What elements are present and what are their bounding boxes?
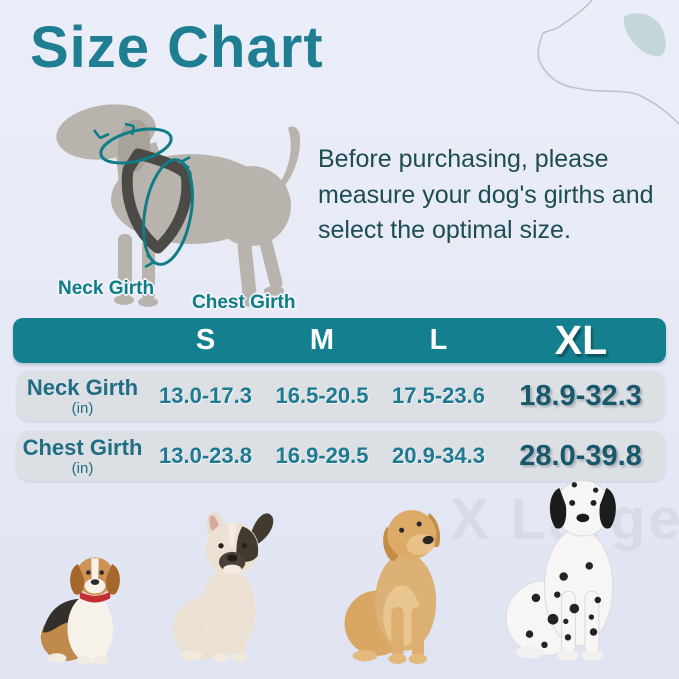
chest-value-s: 13.0-23.8 bbox=[159, 443, 252, 468]
row-unit: (in) bbox=[71, 459, 94, 477]
chest-value-m: 16.9-29.5 bbox=[275, 443, 369, 468]
french-bulldog-photo bbox=[173, 512, 274, 663]
harness-diagram-dog-icon bbox=[56, 104, 301, 307]
dog-head-outline-decoration bbox=[537, 0, 679, 125]
dalmatian-dog-photo bbox=[505, 480, 616, 661]
neck-value-s: 13.0-17.3 bbox=[159, 383, 252, 408]
row-label: Neck Girth bbox=[26, 374, 139, 400]
size-col-xl: XL bbox=[554, 317, 608, 363]
measurement-diagram: Neck Girth Chest Girth bbox=[16, 94, 311, 316]
row-header-neck: Neck Girth (in) bbox=[26, 374, 139, 417]
chest-girth-label: Chest Girth bbox=[192, 292, 296, 313]
golden-retriever-photo bbox=[344, 510, 441, 664]
table-row-chest-girth: Chest Girth (in) 13.0-23.8 16.9-29.5 20.… bbox=[17, 431, 665, 481]
instruction-text: Before purchasing, please measure your d… bbox=[318, 145, 654, 244]
chest-value-xl: 28.0-39.8 bbox=[519, 439, 642, 472]
size-table-header: S M L XL bbox=[13, 318, 666, 363]
chest-girth-arrow bbox=[142, 155, 194, 269]
neck-value-l: 17.5-23.6 bbox=[392, 383, 485, 408]
row-label: Chest Girth bbox=[22, 434, 143, 460]
neck-girth-arrow bbox=[92, 122, 173, 165]
dalmatian-spots bbox=[525, 482, 601, 648]
size-col-l: L bbox=[429, 324, 448, 356]
neck-value-xl: 18.9-32.3 bbox=[519, 379, 642, 412]
beagle-dog-photo bbox=[39, 557, 120, 664]
dog-ear-shape bbox=[623, 13, 666, 57]
page-title: Size Chart bbox=[30, 15, 324, 80]
neck-girth-label: Neck Girth bbox=[58, 278, 155, 299]
size-col-m: M bbox=[309, 324, 335, 356]
harness-shape bbox=[121, 148, 193, 254]
row-unit: (in) bbox=[71, 399, 94, 417]
chest-value-l: 20.9-34.3 bbox=[392, 443, 485, 468]
size-col-s: S bbox=[195, 324, 216, 356]
red-collar bbox=[79, 591, 111, 603]
neck-value-m: 16.5-20.5 bbox=[275, 383, 369, 408]
row-header-chest: Chest Girth (in) bbox=[22, 434, 143, 477]
table-row-neck-girth: Neck Girth (in) 13.0-17.3 16.5-20.5 17.5… bbox=[17, 371, 665, 421]
